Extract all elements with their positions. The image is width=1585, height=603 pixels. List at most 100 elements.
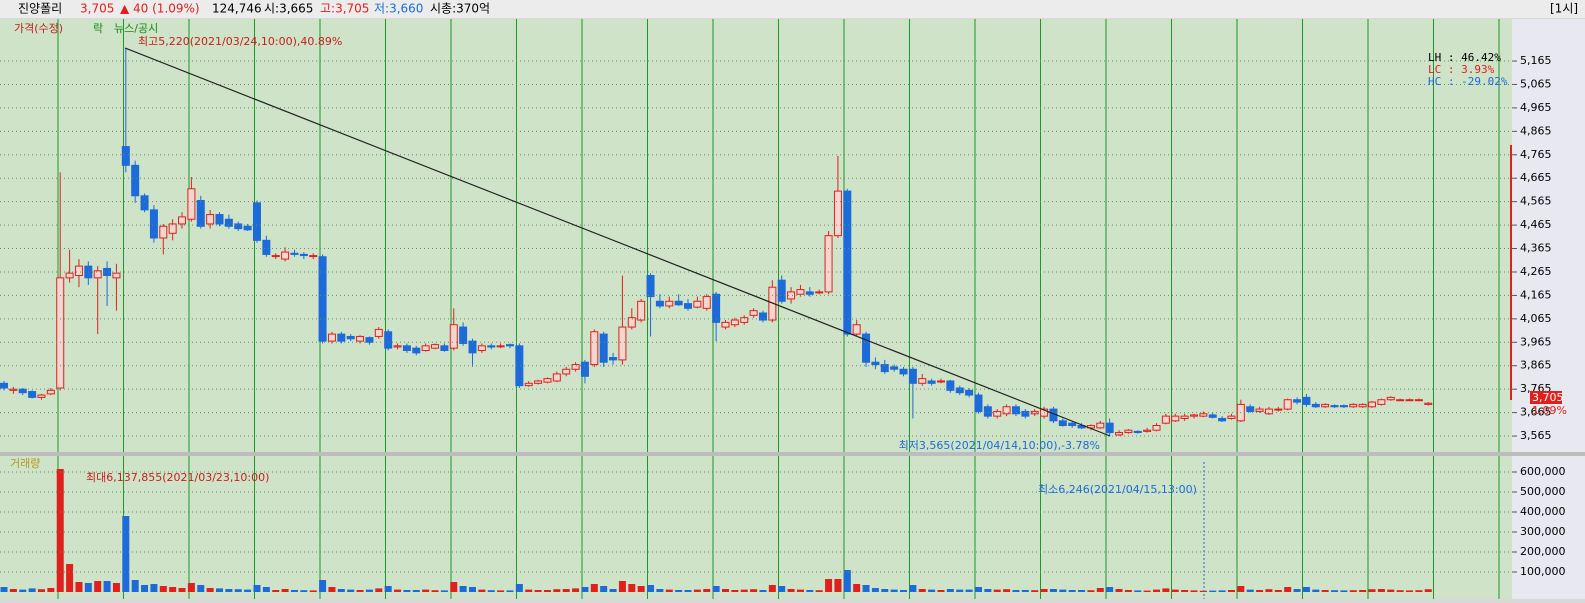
volume-bar <box>525 589 533 592</box>
candle-body <box>103 267 112 276</box>
y-tick-label: 600,000 <box>1520 465 1566 478</box>
candle-body <box>431 344 440 349</box>
volume-bar <box>1143 590 1151 592</box>
candle-body <box>618 326 627 361</box>
volume-bar <box>862 585 870 592</box>
volume-bar <box>1331 590 1339 592</box>
candle-body <box>1068 422 1077 427</box>
volume-bar <box>487 590 495 592</box>
volume-bar <box>609 589 617 592</box>
volume-bar <box>1321 590 1329 592</box>
volume-bar <box>1078 590 1086 592</box>
volume-bar <box>9 589 17 592</box>
volume-bar <box>178 588 186 592</box>
candle-body <box>1218 417 1227 422</box>
trend-line <box>124 47 1111 437</box>
candle-body <box>777 279 786 302</box>
volume-bar <box>759 590 767 592</box>
annotation-min: 최소6,246(2021/04/15,13:00) <box>1038 483 1197 496</box>
plot: 3,5653,6653,7653,8653,9654,0654,1654,265… <box>0 48 1566 592</box>
volume-bar <box>1377 589 1385 592</box>
candle-body <box>393 345 402 348</box>
volume-bar <box>1124 590 1132 592</box>
candle-body <box>1358 403 1367 408</box>
volume-bar <box>1190 590 1198 592</box>
candle-body <box>1105 422 1114 434</box>
candle-body <box>899 368 908 375</box>
annotation-max: 최대6,137,855(2021/03/23,10:00) <box>86 471 269 484</box>
volume-bar <box>1265 589 1273 592</box>
volume-bar <box>1068 590 1076 592</box>
candle-body <box>1058 420 1067 427</box>
candle-body <box>496 345 505 348</box>
volume-bar <box>66 564 74 592</box>
candle-body <box>543 378 552 383</box>
candle-body <box>740 317 749 323</box>
volume-bar <box>1134 590 1142 592</box>
volume-bar <box>712 586 720 592</box>
volume-bar <box>497 590 505 592</box>
candle-body <box>74 265 83 276</box>
volume-bar <box>412 590 420 592</box>
volume-bar <box>628 584 636 592</box>
candle-body <box>46 389 55 395</box>
candle-body <box>356 335 365 342</box>
candle-body <box>1293 399 1302 403</box>
candle-body <box>93 270 102 279</box>
candle-body <box>534 380 543 384</box>
candle-body <box>646 274 655 298</box>
volume-bar <box>1059 589 1067 592</box>
volume-bar <box>1218 590 1226 592</box>
candle-body <box>206 214 215 225</box>
volume-bar <box>740 589 748 592</box>
volume-bar <box>1021 590 1029 592</box>
volume-bar <box>553 589 561 592</box>
volume-bar <box>1227 590 1235 592</box>
candle-body <box>327 333 336 342</box>
volume-bar <box>262 587 270 592</box>
volume-bar <box>693 589 701 592</box>
candle-body <box>131 164 140 197</box>
volume-bar <box>384 586 392 592</box>
volume-bar <box>665 589 673 592</box>
volume-bar <box>0 587 8 592</box>
volume-bar <box>216 588 224 592</box>
candle-body <box>56 277 65 389</box>
candle-body <box>1424 402 1433 405</box>
y-tick-label: 500,000 <box>1520 485 1566 498</box>
legend-news: 뉴스/공시 <box>114 22 158 35</box>
volume-bar <box>731 590 739 592</box>
volume-bar <box>197 585 205 592</box>
candle-body <box>1302 396 1311 405</box>
candle-body <box>346 335 355 340</box>
legend-volume: 거래량 <box>10 457 40 470</box>
candle-body <box>1321 403 1330 408</box>
last-price-box <box>1530 391 1562 404</box>
volume-bar <box>815 590 823 592</box>
price-panel <box>0 19 1512 452</box>
candle-body <box>843 190 852 335</box>
volume-bar <box>1293 589 1301 592</box>
y-tick-label: 4,065 <box>1520 312 1552 325</box>
candle-body <box>281 251 290 260</box>
volume-bar <box>778 586 786 592</box>
candle-body <box>890 366 899 370</box>
volume-bar <box>290 590 298 592</box>
volume-bar <box>84 583 92 592</box>
candle-body <box>290 252 299 255</box>
candle-body <box>402 345 411 352</box>
volume-bar <box>1040 589 1048 592</box>
candle-body <box>1330 405 1339 408</box>
candle-body <box>1002 406 1011 415</box>
volume-bar <box>637 586 645 592</box>
candle-body <box>1096 422 1105 429</box>
volume-bar <box>1115 589 1123 592</box>
candle-body <box>9 388 18 391</box>
volume-bar <box>590 584 598 592</box>
volume-bar <box>122 516 130 592</box>
candle-body <box>224 218 233 227</box>
high: 고:3,705 <box>320 2 369 16</box>
candle-body <box>627 317 636 328</box>
volume-bar <box>974 587 982 592</box>
